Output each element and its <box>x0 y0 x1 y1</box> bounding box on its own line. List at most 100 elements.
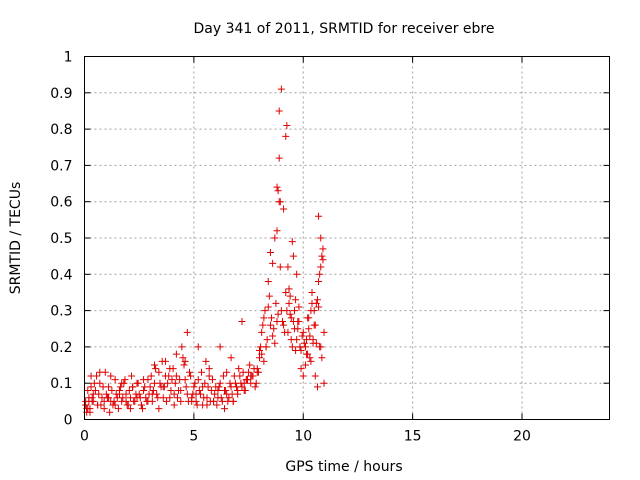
y-tick-label: 0.4 <box>50 267 72 283</box>
grid-lines <box>84 56 610 420</box>
data-point <box>181 376 189 384</box>
data-point <box>259 321 267 329</box>
data-point <box>315 278 323 286</box>
data-point <box>214 394 222 402</box>
data-point <box>292 296 300 304</box>
data-point <box>199 383 207 391</box>
data-point <box>194 376 202 384</box>
data-point <box>118 379 126 387</box>
data-point <box>307 357 315 365</box>
data-point <box>88 397 96 405</box>
data-point <box>266 249 274 257</box>
y-tick-label: 0 <box>64 413 73 429</box>
data-point <box>106 408 114 416</box>
data-point <box>272 299 280 307</box>
data-point <box>297 365 305 373</box>
y-tick-label: 0.3 <box>50 304 72 320</box>
data-point <box>159 383 167 391</box>
data-point <box>84 386 92 394</box>
data-point <box>313 296 321 304</box>
data-point <box>318 252 326 260</box>
data-point <box>296 343 304 351</box>
data-point <box>240 386 248 394</box>
y-tick-label: 0.7 <box>50 158 72 174</box>
data-point <box>270 325 278 333</box>
y-tick-label: 0.9 <box>50 86 72 102</box>
data-point <box>318 354 326 362</box>
data-point <box>202 357 210 365</box>
data-point <box>286 310 294 318</box>
data-point <box>140 376 148 384</box>
data-point <box>86 408 94 416</box>
data-point <box>128 372 136 380</box>
data-point <box>147 372 155 380</box>
data-point <box>303 336 311 344</box>
data-point <box>100 397 108 405</box>
data-point <box>203 394 211 402</box>
data-point <box>317 343 325 351</box>
data-point <box>273 317 281 325</box>
data-point <box>276 263 284 271</box>
data-point <box>295 303 303 311</box>
data-point <box>168 376 176 384</box>
data-point <box>122 390 130 398</box>
data-point <box>298 332 306 340</box>
data-point <box>187 372 195 380</box>
y-tick-label: 1 <box>64 50 73 66</box>
data-point <box>87 383 95 391</box>
x-tick-label: 10 <box>294 429 312 445</box>
data-point <box>234 386 242 394</box>
data-point <box>142 394 150 402</box>
data-point <box>155 405 163 413</box>
data-point <box>225 394 233 402</box>
x-tick-label: 20 <box>513 429 531 445</box>
data-point <box>264 303 272 311</box>
x-tick-label: 15 <box>404 429 422 445</box>
data-point <box>152 365 160 373</box>
data-point <box>282 288 290 296</box>
data-point <box>140 386 148 394</box>
data-point <box>256 347 263 355</box>
data-point <box>253 368 261 376</box>
data-point <box>166 394 174 402</box>
data-point <box>137 401 145 409</box>
x-tick-label: 0 <box>80 429 89 445</box>
data-point <box>205 365 213 373</box>
data-point <box>173 394 181 402</box>
data-point <box>159 394 167 402</box>
data-point <box>100 405 108 413</box>
data-point <box>129 383 137 391</box>
data-point <box>203 401 211 409</box>
data-point <box>317 263 325 271</box>
data-point <box>146 383 154 391</box>
data-point <box>84 405 92 413</box>
data-point <box>186 368 193 376</box>
data-point <box>310 321 318 329</box>
data-point <box>116 390 123 398</box>
data-point <box>286 292 294 300</box>
data-point <box>221 386 228 394</box>
data-point <box>246 361 254 369</box>
data-point <box>315 212 323 220</box>
data-point <box>310 307 318 315</box>
data-point <box>96 368 104 376</box>
y-axis-label: SRMTID / TECUs <box>8 182 24 295</box>
data-point <box>313 383 321 391</box>
y-tick-label: 0.8 <box>50 122 72 138</box>
data-point <box>138 405 146 413</box>
data-point <box>194 343 202 351</box>
data-point <box>133 379 141 387</box>
data-point <box>277 307 285 315</box>
data-point <box>111 401 119 409</box>
data-point <box>271 234 279 242</box>
data-point <box>198 368 206 376</box>
data-point <box>299 328 307 336</box>
data-point <box>256 354 263 362</box>
data-point <box>213 401 221 409</box>
data-point <box>208 376 216 384</box>
data-point <box>188 397 196 405</box>
data-point <box>238 317 246 325</box>
data-point <box>102 390 110 398</box>
data-point <box>170 390 178 398</box>
data-point <box>306 354 314 362</box>
